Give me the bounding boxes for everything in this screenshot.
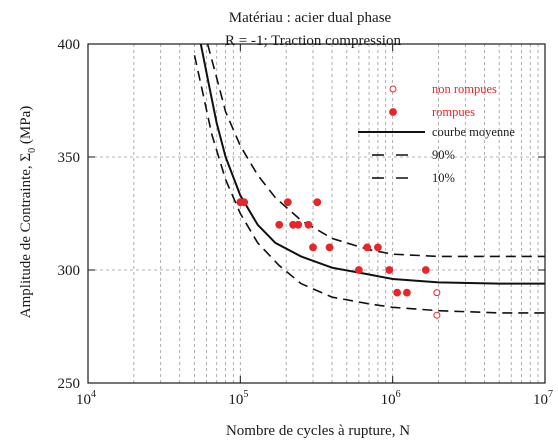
data-points: [236, 198, 441, 319]
point-rompue: [304, 220, 313, 229]
legend-marker-non-rompues: [389, 85, 397, 93]
point-rompue: [309, 243, 317, 252]
point-rompue: [385, 266, 394, 274]
x-tick-label-base: 10: [533, 392, 548, 408]
legend-label-non-rompues: non rompues: [432, 82, 497, 96]
y-axis-label-main: Amplitude de Contrainte, Σ: [18, 153, 34, 318]
point-non-rompue: [433, 289, 441, 297]
x-tick-label-exponent: 5: [243, 389, 248, 400]
y-tick-label: 300: [58, 263, 81, 279]
y-axis-label: Amplitude de Contrainte, Σ0 (MPa): [18, 106, 38, 318]
y-tick-label: 350: [58, 150, 81, 166]
x-tick-label-base: 10: [76, 392, 91, 408]
x-axis-label: Nombre de cycles à rupture, N: [226, 423, 410, 439]
point-rompue: [240, 198, 249, 207]
point-rompue: [313, 198, 322, 207]
mean-curve: [199, 43, 545, 285]
curve-10pct: [193, 55, 545, 314]
y-tick-label: 400: [58, 37, 81, 53]
legend-label-90pct: 90%: [432, 148, 455, 162]
point-rompue: [393, 288, 402, 297]
x-tick-label-exponent: 7: [548, 389, 553, 400]
legend-marker-rompues: [389, 108, 397, 116]
point-rompue: [363, 243, 372, 252]
x-tick-label: 105: [228, 389, 248, 408]
x-tick-label: 107: [533, 389, 553, 408]
point-rompue: [354, 266, 363, 274]
curves: [193, 43, 545, 314]
curve-90pct: [206, 43, 545, 258]
plot-frame: [87, 43, 546, 384]
grid: [87, 43, 546, 384]
legend-label-10pct: 10%: [432, 171, 455, 185]
point-rompue: [421, 266, 430, 274]
point-non-rompue: [433, 311, 441, 319]
point-rompue: [283, 198, 292, 207]
point-rompue: [275, 220, 284, 229]
x-tick-label: 106: [381, 389, 401, 408]
legend-label-rompues: rompues: [432, 105, 475, 119]
x-tick-label-exponent: 6: [396, 389, 401, 400]
point-rompue: [294, 220, 303, 229]
y-tick-label: 250: [58, 376, 81, 392]
x-tick-label-base: 10: [228, 392, 243, 408]
legend-label-courbe-moyenne: courbe moyenne: [432, 125, 515, 139]
x-tick-label-exponent: 4: [91, 389, 96, 400]
point-rompue: [325, 243, 334, 252]
y-axis-label-subscript: 0: [27, 148, 38, 153]
x-tick-label-base: 10: [381, 392, 396, 408]
x-tick-label: 104: [76, 389, 96, 408]
legend: non rompues rompues courbe moyenne 90% 10%: [358, 82, 515, 185]
point-rompue: [402, 288, 411, 297]
point-rompue: [374, 243, 382, 252]
chart-subtitle: R = -1; Traction compression: [225, 33, 401, 49]
chart-title: Matériau : acier dual phase: [229, 10, 392, 26]
y-axis-label-unit: (MPa): [18, 106, 34, 148]
